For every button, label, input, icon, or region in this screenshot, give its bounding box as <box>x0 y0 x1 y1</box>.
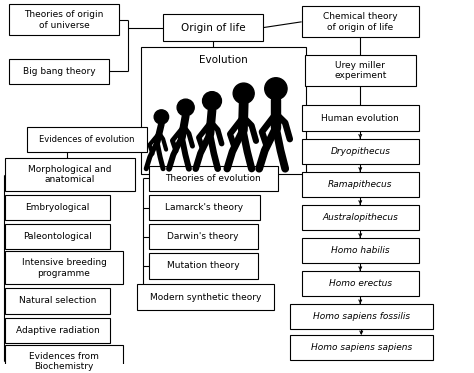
FancyBboxPatch shape <box>290 335 433 360</box>
FancyBboxPatch shape <box>27 127 146 152</box>
Circle shape <box>177 99 194 116</box>
FancyBboxPatch shape <box>9 4 119 35</box>
Text: Homo habilis: Homo habilis <box>331 246 390 255</box>
FancyBboxPatch shape <box>164 14 263 41</box>
Text: Australopithecus: Australopithecus <box>322 213 398 222</box>
Circle shape <box>265 78 287 100</box>
FancyBboxPatch shape <box>5 317 110 343</box>
Text: Homo erectus: Homo erectus <box>328 279 392 288</box>
Text: Dryopithecus: Dryopithecus <box>330 147 390 156</box>
FancyBboxPatch shape <box>9 59 109 84</box>
FancyBboxPatch shape <box>148 253 258 279</box>
Text: Embryological: Embryological <box>26 203 90 212</box>
Text: Evolution: Evolution <box>199 55 247 65</box>
FancyBboxPatch shape <box>301 6 419 37</box>
FancyBboxPatch shape <box>301 106 419 131</box>
FancyBboxPatch shape <box>5 345 123 373</box>
FancyBboxPatch shape <box>5 251 123 285</box>
Text: Adaptive radiation: Adaptive radiation <box>16 326 100 335</box>
Text: Modern synthetic theory: Modern synthetic theory <box>149 292 261 302</box>
Text: Paleontological: Paleontological <box>23 232 92 241</box>
Circle shape <box>154 110 169 124</box>
FancyBboxPatch shape <box>301 172 419 197</box>
Text: Homo sapiens fossilis: Homo sapiens fossilis <box>313 312 410 321</box>
FancyBboxPatch shape <box>5 158 135 191</box>
Text: Intensive breeding
programme: Intensive breeding programme <box>22 258 107 278</box>
Text: Evidences from
Biochemistry: Evidences from Biochemistry <box>29 352 99 371</box>
FancyBboxPatch shape <box>137 285 274 310</box>
FancyBboxPatch shape <box>301 271 419 296</box>
Text: Ramapithecus: Ramapithecus <box>328 180 392 189</box>
Text: Origin of life: Origin of life <box>181 23 246 33</box>
FancyBboxPatch shape <box>301 205 419 230</box>
FancyBboxPatch shape <box>5 288 110 314</box>
Text: Homo sapiens sapiens: Homo sapiens sapiens <box>310 343 412 352</box>
Text: Human evolution: Human evolution <box>321 114 399 123</box>
FancyBboxPatch shape <box>148 224 258 250</box>
Text: Lamarck's theory: Lamarck's theory <box>165 203 243 212</box>
Text: Big bang theory: Big bang theory <box>23 67 95 76</box>
FancyBboxPatch shape <box>148 166 278 191</box>
FancyBboxPatch shape <box>5 224 110 250</box>
FancyBboxPatch shape <box>141 47 306 173</box>
Text: Urey miller
experiment: Urey miller experiment <box>334 61 386 80</box>
Text: Morphological and
anatomical: Morphological and anatomical <box>28 165 112 184</box>
FancyBboxPatch shape <box>305 55 416 86</box>
Circle shape <box>233 83 254 104</box>
Text: Evidences of evolution: Evidences of evolution <box>39 135 135 144</box>
Text: Chemical theory
of origin of life: Chemical theory of origin of life <box>323 12 398 31</box>
FancyBboxPatch shape <box>301 138 419 164</box>
Circle shape <box>202 92 221 110</box>
Text: Natural selection: Natural selection <box>19 297 96 305</box>
FancyBboxPatch shape <box>5 195 110 220</box>
FancyBboxPatch shape <box>290 304 433 329</box>
FancyBboxPatch shape <box>148 195 260 220</box>
FancyBboxPatch shape <box>301 238 419 263</box>
Text: Theories of evolution: Theories of evolution <box>165 174 261 183</box>
Text: Mutation theory: Mutation theory <box>167 261 239 270</box>
Text: Theories of origin
of universe: Theories of origin of universe <box>24 10 104 29</box>
Text: Darwin's theory: Darwin's theory <box>167 232 239 241</box>
